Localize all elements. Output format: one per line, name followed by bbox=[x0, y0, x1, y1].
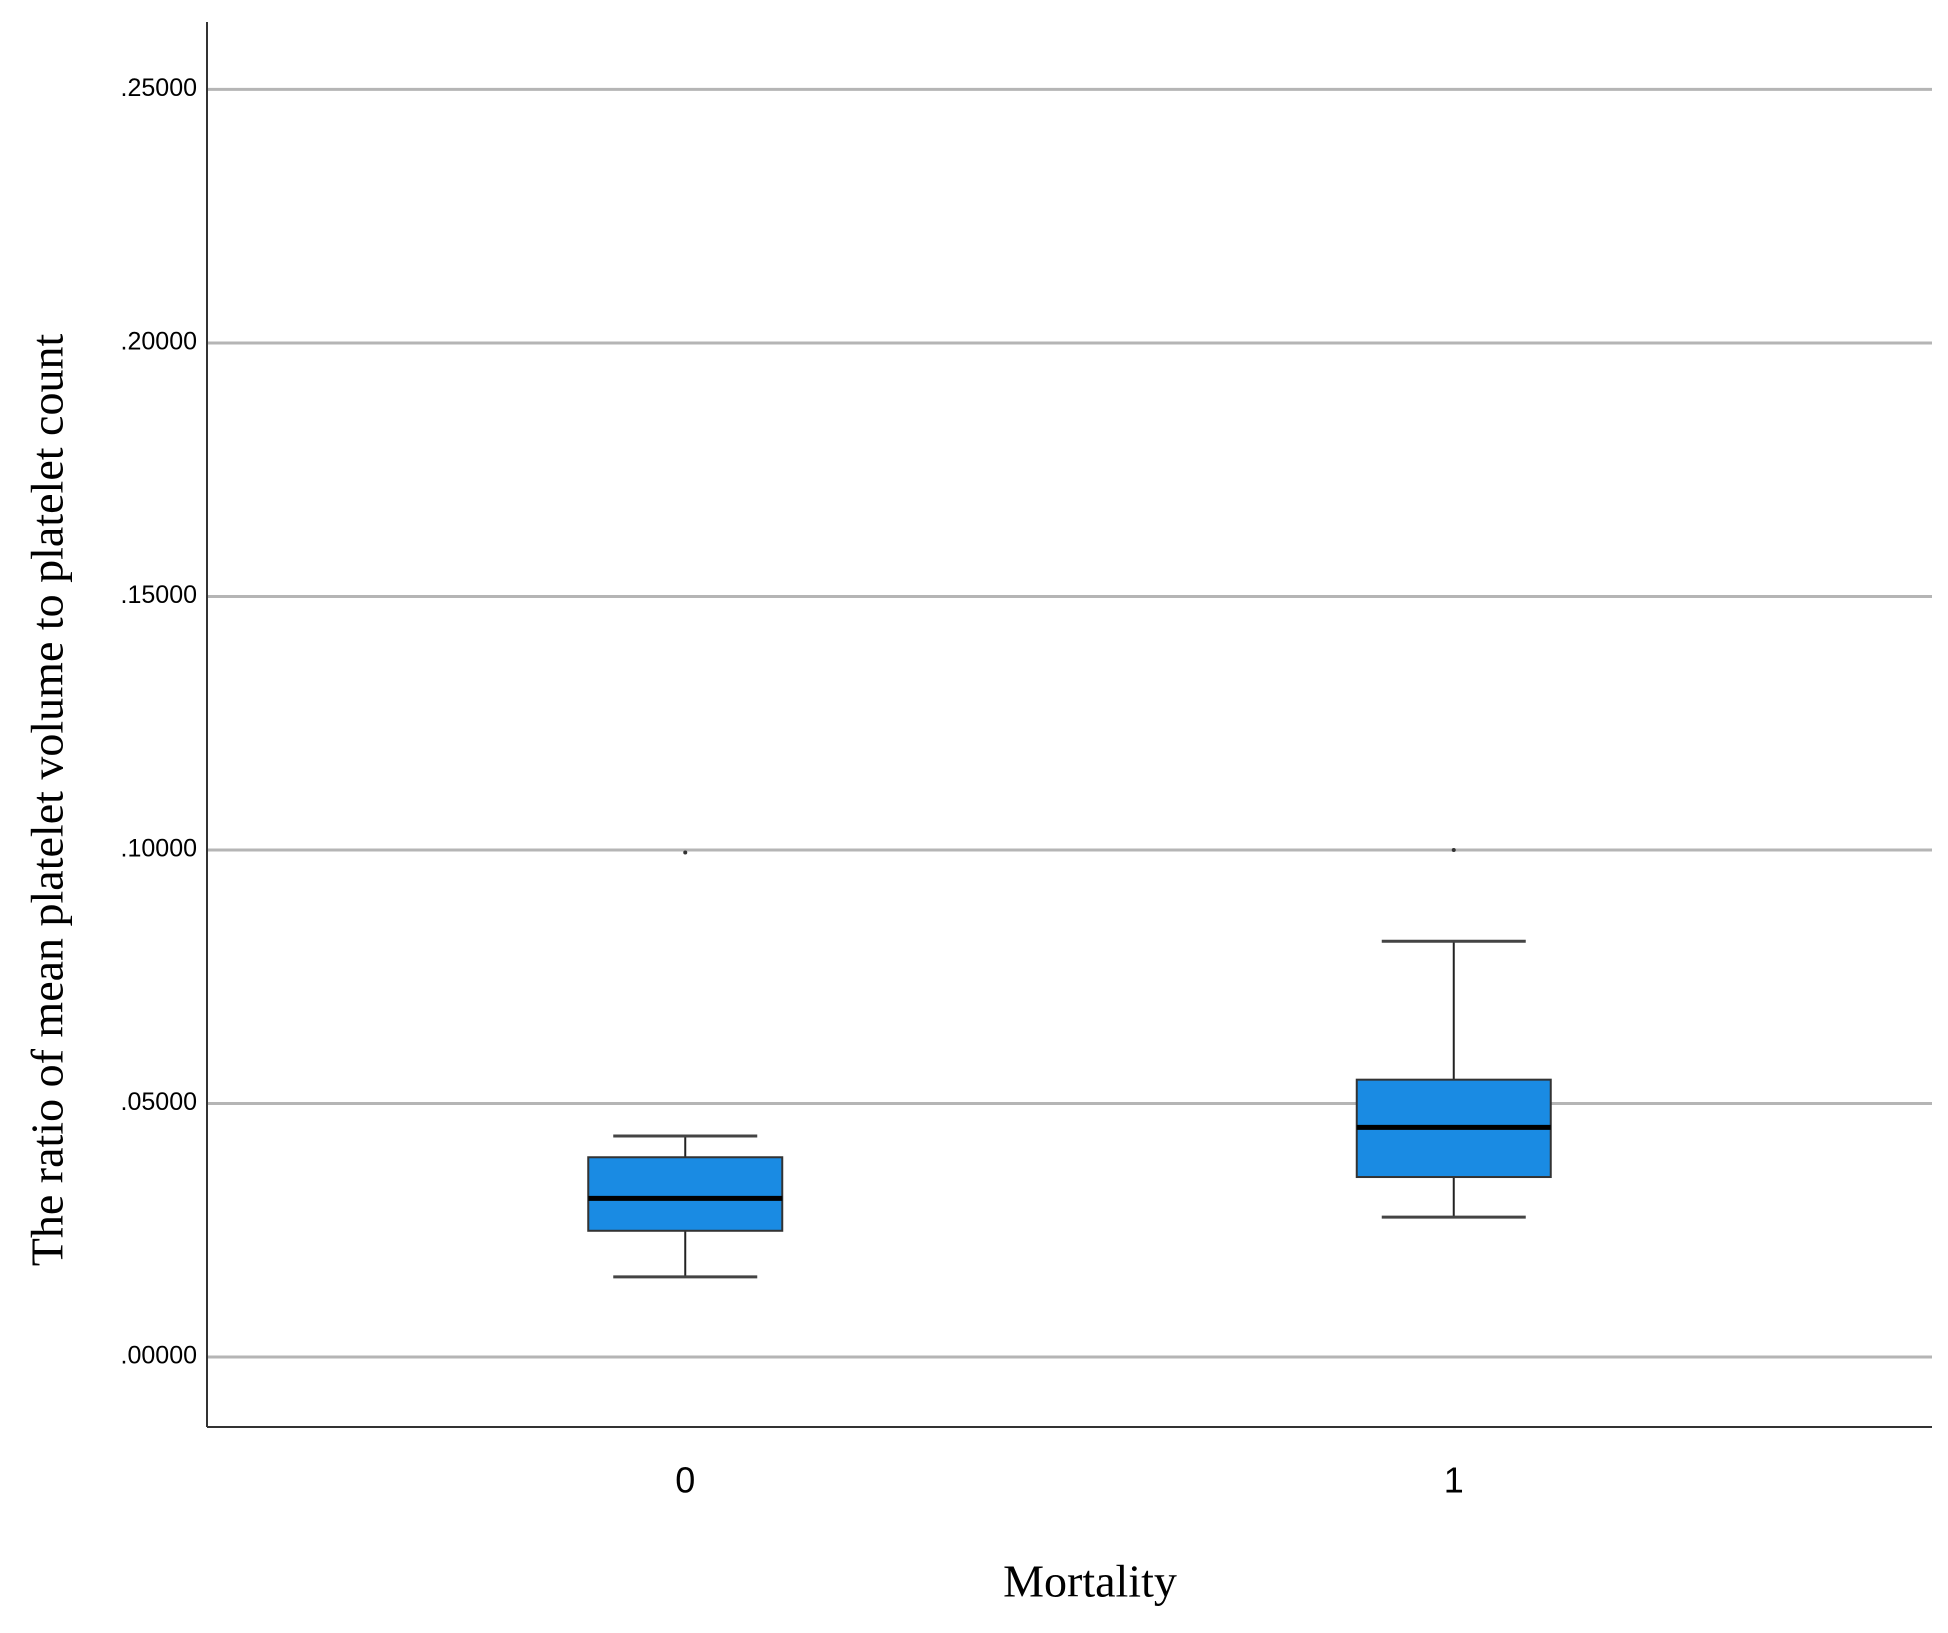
box bbox=[587, 1156, 784, 1232]
outlier bbox=[1451, 847, 1456, 852]
y-tick-label: .05000 bbox=[121, 1088, 197, 1116]
y-tick-label: .10000 bbox=[121, 835, 197, 863]
outlier bbox=[683, 850, 688, 855]
y-axis-title: The ratio of mean platelet volume to pla… bbox=[22, 334, 73, 1267]
x-tick-label: 1 bbox=[1444, 1460, 1464, 1501]
y-tick-label: .00000 bbox=[121, 1342, 197, 1370]
y-tick-label: .25000 bbox=[121, 74, 197, 102]
y-tick-label: .20000 bbox=[121, 328, 197, 356]
y-tick-label: .15000 bbox=[121, 581, 197, 609]
x-axis-title: Mortality bbox=[1003, 1556, 1177, 1607]
x-tick-label: 0 bbox=[675, 1460, 695, 1501]
